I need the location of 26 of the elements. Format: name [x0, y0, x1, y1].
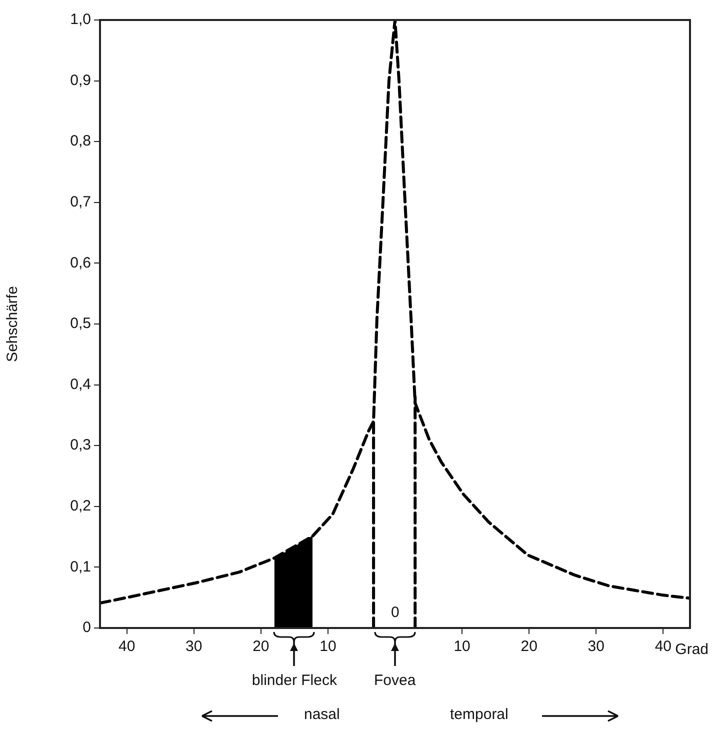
y-tick-label: 0,3 [70, 436, 91, 454]
text: temporal [450, 706, 508, 724]
x-tick-label: 40 [654, 638, 672, 656]
text: Fovea [374, 672, 416, 690]
y-tick-label: 0,1 [70, 558, 91, 576]
y-tick-label: 0,8 [70, 132, 91, 150]
x-axis-title: Grad [675, 641, 709, 659]
annotation: blinder Fleck [252, 672, 337, 690]
x-tick-label: 10 [320, 638, 336, 656]
y-tick-label: 0 [82, 619, 91, 636]
y-tick-label: 0,6 [70, 254, 91, 272]
x-tick-label: 30 [186, 638, 202, 656]
y-tick-label: 0,7 [70, 194, 91, 211]
y-tick-label: 0,2 [70, 498, 91, 515]
y-tick-label: 0,5 [70, 315, 91, 332]
x-tick-label: 10 [454, 638, 470, 656]
y-tick-label: 0,4 [70, 376, 91, 393]
x-tick-label: 40 [118, 638, 136, 656]
text: nasal [304, 706, 340, 724]
annotation: 0 [391, 604, 400, 622]
x-tick-label: 30 [588, 638, 604, 656]
x-tick-label: 20 [252, 638, 270, 656]
x-tick-label: 20 [520, 638, 538, 656]
y-tick-label: 1,0 [70, 11, 91, 28]
y-axis-title: Sehschärfe [4, 286, 22, 362]
y-tick-label: 0,9 [70, 72, 91, 89]
